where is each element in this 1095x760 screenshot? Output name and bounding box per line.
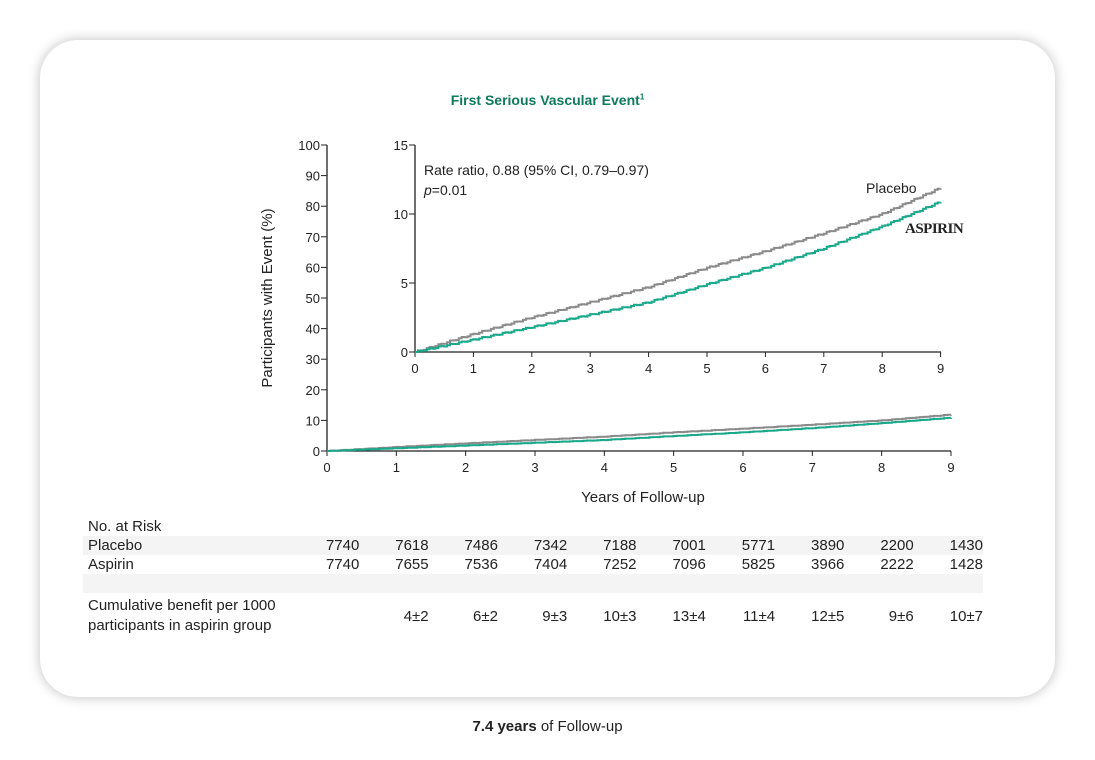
rate-ratio-annotation: Rate ratio, 0.88 (95% CI, 0.79–0.97) [424,162,649,178]
x-tick-label: 4 [601,460,608,475]
table-cell: 5771 [741,537,776,554]
risk-header: No. at Risk [88,518,162,535]
inset-y-tick-label: 15 [394,138,408,153]
table-cell: 7096 [672,556,706,573]
inset-x-tick-label: 0 [411,361,418,376]
x-tick-label: 5 [670,460,677,475]
inset-y-tick-label: 10 [394,207,408,222]
x-tick-label: 2 [462,460,469,475]
x-tick-label: 8 [878,460,885,475]
inset-x-tick-label: 7 [820,361,827,376]
spacer-row [83,574,983,593]
table-cell: 7188 [603,537,637,554]
table-cell: 2222 [880,556,914,573]
x-tick-label: 7 [809,460,816,475]
y-tick-label: 30 [306,352,320,367]
x-tick-label: 6 [739,460,746,475]
y-tick-label: 20 [306,383,320,398]
y-tick-label: 80 [306,199,320,214]
table-cell: 5825 [741,556,776,573]
table-cell: 7486 [464,537,498,554]
table-cell: 1430 [949,537,983,554]
table-cell: 9±6 [888,607,914,625]
table-cell: 3966 [811,556,845,573]
y-tick-label: 40 [306,322,320,337]
x-axis-label: Years of Follow-up [581,489,705,506]
risk-row-placebo: Placebo 7740 7618 7486 7342 7188 7001 5771 3890 2… [83,536,983,555]
inset-x-tick-label: 9 [937,361,944,376]
y-tick-label: 70 [306,230,320,245]
inset-x-tick-label: 1 [470,361,477,376]
table-cell: 1428 [949,556,983,573]
y-tick-label: 10 [306,413,320,428]
inset-x-tick-label: 3 [587,361,594,376]
inset-x-tick-label: 5 [703,361,710,376]
risk-table: No. at Risk Placebo 7740 7618 7486 7342 7188 7… [83,517,983,639]
x-tick-label: 0 [323,460,330,475]
inset-x-tick-label: 6 [762,361,769,376]
y-tick-label: 0 [313,444,320,459]
inset-x-tick-label: 2 [528,361,535,376]
aspirin-line-inset [415,201,942,353]
x-tick-label: 9 [947,460,954,475]
table-cell: 7404 [533,556,568,573]
inset-x-tick-label: 8 [879,361,886,376]
table-cell: 7618 [395,537,429,554]
chart-title: First Serious Vascular Event1 [450,92,645,108]
y-axis-label: Participants with Event (%) [259,208,276,387]
y-tick-label: 60 [306,260,320,275]
aspirin-line-main [327,416,952,452]
x-tick-label: 3 [531,460,538,475]
table-cell: 7740 [325,537,360,554]
risk-row-aspirin: Aspirin 7740 7655 7536 7404 7252 7096 5825 3966 2… [88,556,983,573]
inset-y-tick-label: 0 [401,345,408,360]
table-cell: 7252 [603,556,637,573]
table-cell: 10±3 [603,607,637,625]
placebo-line-main [327,413,952,452]
footer-note: 7.4 years of Follow-up [472,718,623,735]
benefit-row: Cumulative benefit per 1000 participants … [88,597,983,634]
table-cell: 3890 [811,537,845,554]
table-cell [290,608,359,625]
table-cell: 7655 [395,556,429,573]
table-cell: 7740 [325,556,360,573]
placebo-line-inset [415,187,942,353]
y-tick-label: 90 [306,169,320,184]
table-cell: 10±7 [949,607,983,625]
table-cell: 7342 [533,537,568,554]
table-cell: 7001 [672,537,706,554]
table-cell: 11±4 [742,607,776,625]
y-tick-label: 50 [306,291,320,306]
table-cell: 13±4 [672,607,706,625]
inset-y-tick-label: 5 [401,276,408,291]
placebo-label: Placebo [866,180,917,196]
table-cell: 7536 [464,556,498,573]
table-cell: 2200 [880,537,914,554]
table-cell: 12±5 [811,607,845,625]
p-value-annotation: p=0.01 [423,182,467,198]
table-cell: 9±3 [542,607,568,625]
inset-x-tick-label: 4 [645,361,652,376]
x-tick-label: 1 [393,460,400,475]
y-tick-label: 100 [298,138,320,153]
aspirin-label: ASPIRIN [905,221,964,237]
table-cell: 4±2 [403,607,429,625]
table-cell: 6±2 [473,607,498,625]
